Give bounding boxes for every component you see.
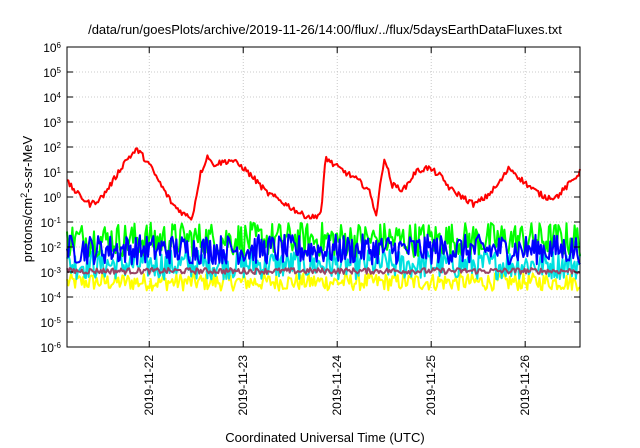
y-tick-sup: 4 bbox=[57, 91, 62, 100]
y-tick-label: 101 bbox=[43, 166, 61, 181]
y-tick-sup: 6 bbox=[57, 41, 62, 50]
y-tick-base: 10 bbox=[41, 241, 55, 255]
x-axis: 2019-11-22 2019-11-23 2019-11-24 2019-11-25… bbox=[142, 47, 532, 416]
y-tick-sup: 1 bbox=[57, 166, 62, 175]
series-line bbox=[66, 267, 581, 275]
y-tick-base: 10 bbox=[41, 341, 55, 355]
x-tick-label: 2019-11-22 bbox=[142, 355, 156, 416]
y-tick-label: 100 bbox=[43, 191, 61, 206]
y-tick-label: 10-4 bbox=[41, 291, 62, 306]
x-axis-label: Coordinated Universal Time (UTC) bbox=[225, 430, 424, 445]
y-axis-label-rest: -s-sr-MeV bbox=[20, 135, 35, 192]
y-tick-base: 10 bbox=[41, 291, 55, 305]
y-tick-base: 10 bbox=[41, 316, 55, 330]
y-tick-label: 105 bbox=[43, 66, 61, 81]
plot-frame bbox=[66, 46, 581, 348]
y-tick-sup: 3 bbox=[57, 116, 62, 125]
y-tick-label: 103 bbox=[43, 116, 61, 131]
y-tick-label: 10-2 bbox=[41, 241, 62, 256]
y-tick-label: 106 bbox=[43, 41, 61, 56]
y-tick-base: 10 bbox=[43, 66, 57, 80]
x-tick-label: 2019-11-24 bbox=[330, 355, 344, 416]
y-tick-sup: -2 bbox=[54, 241, 62, 250]
y-axis: 10-610-510-410-310-210-11001011021031041… bbox=[41, 41, 580, 356]
y-tick-label: 10-1 bbox=[41, 216, 62, 231]
y-tick-sup: -4 bbox=[54, 291, 62, 300]
y-tick-label: 102 bbox=[43, 141, 61, 156]
chart-title: /data/run/goesPlots/archive/2019-11-26/1… bbox=[88, 22, 562, 37]
y-tick-base: 10 bbox=[43, 116, 57, 130]
y-tick-sup: 5 bbox=[57, 66, 62, 75]
y-axis-label-sup: 2 bbox=[19, 193, 29, 198]
y-tick-sup: 2 bbox=[57, 141, 62, 150]
y-tick-sup: -3 bbox=[54, 266, 62, 275]
y-tick-sup: -5 bbox=[54, 316, 62, 325]
y-tick-base: 10 bbox=[41, 216, 55, 230]
x-tick-label: 2019-11-25 bbox=[424, 355, 438, 416]
y-tick-base: 10 bbox=[43, 91, 57, 105]
y-tick-sup: -6 bbox=[54, 341, 62, 350]
x-tick-label: 2019-11-23 bbox=[236, 355, 250, 416]
y-tick-base: 10 bbox=[43, 141, 57, 155]
y-tick-base: 10 bbox=[43, 41, 57, 55]
y-tick-sup: -1 bbox=[54, 216, 62, 225]
y-tick-label: 10-3 bbox=[41, 266, 62, 281]
y-tick-base: 10 bbox=[43, 191, 57, 205]
y-tick-label: 10-6 bbox=[41, 341, 62, 356]
y-tick-label: 10-5 bbox=[41, 316, 62, 331]
series-line bbox=[66, 272, 581, 292]
y-tick-sup: 0 bbox=[57, 191, 62, 200]
y-tick-base: 10 bbox=[41, 266, 55, 280]
y-axis-label-base: protons/cm bbox=[20, 198, 35, 262]
y-tick-base: 10 bbox=[43, 166, 57, 180]
series-line bbox=[66, 233, 581, 266]
series-line bbox=[66, 147, 581, 221]
y-axis-label: protons/cm2-s-sr-MeV bbox=[19, 135, 35, 262]
plot-series bbox=[66, 147, 581, 292]
series-line bbox=[66, 221, 581, 258]
x-tick-label: 2019-11-26 bbox=[518, 355, 532, 416]
grid-lines bbox=[67, 47, 580, 347]
y-tick-label: 104 bbox=[43, 91, 61, 106]
